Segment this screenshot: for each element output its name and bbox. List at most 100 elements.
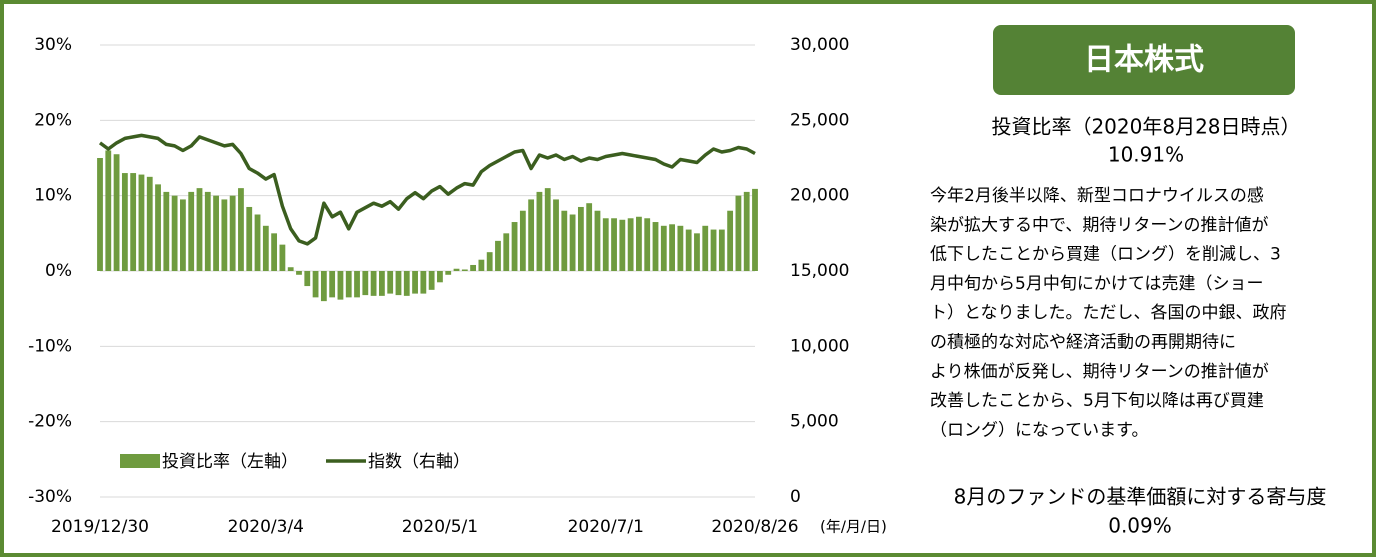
bar — [296, 271, 302, 275]
bar — [544, 188, 551, 271]
x-tick-label: 2020/5/1 — [402, 517, 478, 537]
y-tick-label: 10% — [34, 186, 72, 206]
legend-label: 投資比率（左軸） — [162, 452, 298, 472]
bar — [238, 188, 244, 271]
bar — [130, 173, 137, 271]
bar — [586, 203, 593, 271]
bar — [503, 233, 510, 271]
bar — [710, 229, 717, 271]
contribution-label: 8月のファンドの基準価額に対する寄与度 — [954, 485, 1327, 509]
bar — [619, 219, 626, 271]
bar — [569, 214, 576, 271]
bar — [718, 229, 725, 271]
bar — [337, 271, 344, 300]
bar — [420, 271, 427, 294]
panel-title-box — [993, 25, 1295, 95]
bar — [105, 150, 112, 271]
bar — [519, 210, 526, 271]
bar — [594, 210, 601, 271]
bar — [287, 267, 294, 271]
body-line: 改善したことから、5月下旬以降は再び買建 — [930, 391, 1264, 411]
bar — [611, 218, 617, 271]
bar — [536, 191, 543, 271]
bar — [478, 259, 485, 271]
bar — [97, 158, 103, 271]
bar — [677, 225, 684, 271]
bar — [304, 271, 311, 287]
bar — [495, 240, 501, 271]
bar — [652, 222, 659, 271]
x-tick-label: 2020/3/4 — [228, 517, 304, 537]
y2-tick-label: 25,000 — [790, 110, 849, 130]
bar — [320, 271, 327, 302]
bar — [412, 271, 418, 294]
bar — [188, 191, 195, 271]
bar — [196, 188, 203, 271]
body-line: の積極的な対応や経済活動の再開期待に — [930, 333, 1236, 353]
bar — [262, 225, 269, 271]
index-line — [98, 133, 756, 246]
bar — [271, 233, 278, 271]
bar — [602, 218, 609, 271]
y-tick-label: 20% — [34, 110, 72, 130]
bar — [486, 252, 493, 271]
bar — [329, 271, 336, 298]
bar — [694, 233, 700, 271]
bar — [171, 195, 178, 271]
body-line: より株価が反発し、期待リターンの推計値が — [930, 362, 1269, 382]
bar — [362, 271, 369, 296]
panel-title: 日本株式 — [1084, 43, 1204, 78]
bar — [685, 229, 692, 271]
y2-tick-label: 5,000 — [790, 412, 839, 432]
ratio-label: 投資比率（2020年8月28日時点） — [991, 115, 1300, 139]
bar — [727, 210, 734, 271]
bar — [254, 214, 261, 271]
body-line: 低下したことから買建（ロング）を削減し、3 — [930, 245, 1281, 265]
bar — [180, 199, 186, 271]
bar — [553, 199, 559, 271]
bar — [627, 218, 634, 271]
y2-tick-label: 10,000 — [790, 336, 849, 356]
bar — [644, 218, 651, 271]
bar — [378, 271, 385, 296]
bar — [453, 268, 460, 271]
body-line: 染が拡大する中で、期待リターンの推計値が — [930, 215, 1268, 235]
bar — [561, 210, 568, 271]
bar — [660, 225, 667, 271]
y-tick-label: -20% — [28, 412, 72, 432]
bar — [387, 271, 394, 294]
bar — [370, 271, 377, 296]
bar — [445, 271, 452, 275]
bar — [229, 195, 236, 271]
bar — [403, 271, 410, 296]
ratio-value: 10.91% — [1108, 143, 1184, 167]
bar — [213, 195, 219, 271]
bar — [246, 206, 253, 271]
y-tick-label: -30% — [28, 487, 72, 507]
bar — [138, 174, 145, 271]
bar — [511, 222, 518, 271]
bar — [735, 195, 742, 271]
x-tick-label: 2020/8/26 — [711, 517, 798, 537]
bar — [669, 224, 675, 271]
bar — [577, 206, 584, 271]
body-line: 今年2月後半以降、新型コロナウイルスの感 — [930, 186, 1264, 206]
bar — [204, 191, 211, 271]
x-tick-label: 2019/12/30 — [51, 517, 149, 537]
bar — [636, 216, 642, 271]
bar — [743, 191, 750, 271]
y2-tick-label: 30,000 — [790, 35, 849, 55]
bar — [113, 154, 120, 271]
y2-tick-label: 15,000 — [790, 261, 849, 281]
y2-tick-label: 0 — [790, 487, 801, 507]
y-tick-label: 30% — [34, 35, 72, 55]
bar — [461, 269, 468, 271]
y-tick-label: -10% — [28, 336, 72, 356]
bar — [702, 225, 709, 271]
legend-label: 指数（右軸） — [368, 452, 470, 472]
bar — [437, 271, 443, 283]
y-tick-label: 0% — [45, 261, 72, 281]
x-tick-label: 2020/7/1 — [568, 517, 644, 537]
bar — [163, 191, 170, 271]
